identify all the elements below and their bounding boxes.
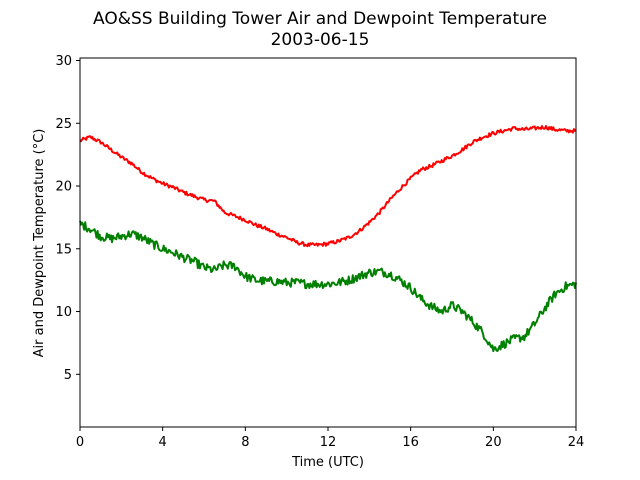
y-tick-label: 5 (64, 368, 72, 383)
x-tick-label: 0 (76, 435, 84, 450)
series-line-1 (79, 220, 577, 353)
y-tick-label: 25 (55, 117, 72, 132)
x-axis-label: Time (UTC) (291, 455, 364, 470)
series-layer (79, 125, 577, 353)
chart-title: AO&SS Building Tower Air and Dewpoint Te… (93, 9, 547, 29)
y-axis: 5 10 15 20 25 30 (55, 54, 80, 383)
y-axis-label: Air and Dewpoint Temperature (°C) (32, 129, 47, 358)
y-tick-label: 10 (55, 305, 72, 320)
x-axis: 0 4 8 12 16 20 24 (76, 427, 584, 450)
x-tick-label: 12 (320, 435, 337, 450)
y-tick-label: 20 (55, 180, 72, 195)
x-tick-label: 8 (241, 435, 249, 450)
y-tick-label: 30 (55, 54, 72, 69)
series-line-0 (79, 125, 577, 248)
x-tick-label: 20 (485, 435, 502, 450)
x-tick-label: 24 (568, 435, 585, 450)
y-tick-label: 15 (55, 242, 72, 257)
x-tick-label: 4 (159, 435, 167, 450)
x-tick-label: 16 (402, 435, 419, 450)
chart-subtitle: 2003-06-15 (271, 30, 370, 50)
